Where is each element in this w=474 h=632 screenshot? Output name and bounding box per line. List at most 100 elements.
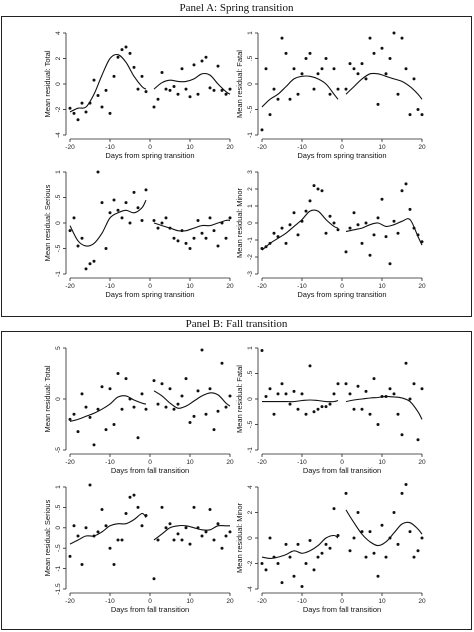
fit-line-before: [261, 399, 339, 403]
data-point: [76, 534, 80, 538]
data-point: [324, 231, 328, 235]
data-point: [352, 536, 356, 540]
data-point: [196, 218, 200, 222]
data-point: [396, 542, 400, 546]
data-point: [280, 581, 284, 585]
data-point: [188, 420, 192, 424]
data-point: [336, 87, 340, 91]
data-point: [96, 530, 100, 534]
data-point: [412, 77, 416, 81]
y-tick-label: 1: [55, 485, 62, 489]
y-tick-label: -3: [247, 271, 254, 277]
data-point: [284, 542, 288, 546]
data-point: [156, 97, 160, 101]
chart-3: -20 -10 0 10 20 -1 -.5 0 .5 1 Days from spring tra…: [43, 170, 234, 299]
data-point: [228, 87, 232, 91]
data-point: [268, 113, 272, 117]
data-point: [224, 405, 228, 409]
y-axis-title: Mean residual: Serious: [43, 499, 52, 576]
data-point: [324, 405, 328, 409]
data-point: [348, 226, 352, 230]
data-point: [92, 443, 96, 447]
data-point: [408, 113, 412, 117]
y-tick-label: -2: [247, 254, 254, 260]
data-point: [292, 67, 296, 71]
x-axis-title: Days from spring transition: [105, 290, 194, 299]
data-point: [76, 244, 80, 248]
x-tick-label: 0: [340, 459, 344, 466]
y-tick-label: 5: [55, 346, 62, 350]
x-tick-label: -20: [257, 459, 267, 466]
data-point: [296, 233, 300, 237]
data-point: [112, 74, 116, 78]
data-point: [368, 530, 372, 534]
x-tick-label: 10: [378, 144, 386, 151]
data-point: [132, 65, 136, 69]
data-point: [344, 87, 348, 91]
data-point: [128, 495, 132, 499]
chart-2: -20 -10 0 10 20 -1 -.5 0 .5 1 Days from spring tra…: [235, 31, 426, 160]
data-point: [264, 568, 268, 572]
data-point: [108, 211, 112, 215]
data-point: [376, 423, 380, 426]
data-point: [228, 216, 232, 220]
data-point: [328, 402, 332, 406]
x-axis-title: Days from fall transition: [111, 605, 189, 614]
data-point: [420, 536, 424, 540]
data-point: [388, 262, 392, 266]
data-point: [344, 491, 348, 495]
data-point: [320, 551, 324, 555]
data-point: [204, 530, 208, 534]
data-point: [332, 67, 336, 71]
data-point: [140, 524, 144, 528]
y-tick-label: -.5: [55, 544, 62, 552]
fit-line-after: [345, 218, 423, 246]
data-point: [160, 221, 164, 225]
data-point: [144, 188, 148, 192]
y-tick-label: 1: [55, 170, 62, 174]
x-axis-title: Days from spring transition: [297, 290, 386, 299]
data-point: [400, 491, 404, 495]
x-tick-label: 10: [186, 144, 194, 151]
data-point: [192, 505, 196, 509]
y-tick-label: .5: [55, 504, 62, 510]
data-point: [388, 57, 392, 60]
x-tick-label: 20: [226, 598, 234, 605]
data-point: [292, 211, 296, 215]
data-point: [132, 493, 136, 497]
data-point: [120, 538, 124, 542]
data-point: [332, 507, 336, 511]
data-point: [196, 389, 200, 393]
data-point: [288, 555, 292, 559]
y-tick-label: -.5: [247, 420, 254, 428]
y-tick-label: -1.5: [55, 583, 62, 595]
data-point: [260, 128, 264, 132]
data-point: [284, 51, 288, 55]
data-point: [228, 394, 232, 398]
data-point: [316, 555, 320, 559]
data-point: [336, 533, 340, 537]
data-point: [320, 67, 324, 71]
data-point: [72, 216, 76, 220]
x-tick-label: -10: [297, 598, 307, 605]
data-point: [304, 562, 308, 565]
x-tick-label: -20: [65, 459, 75, 466]
data-point: [348, 549, 352, 553]
data-point: [316, 407, 320, 411]
data-point: [344, 250, 348, 254]
data-point: [384, 555, 388, 559]
data-point: [212, 229, 216, 233]
data-point: [380, 197, 384, 201]
y-tick-label: -.5: [55, 244, 62, 252]
data-point: [296, 92, 300, 96]
y-tick-label: 0: [247, 536, 254, 540]
y-tick-label: 1: [247, 31, 254, 35]
data-point: [76, 430, 80, 434]
data-point: [304, 209, 308, 213]
fit-line-before: [261, 75, 339, 108]
data-point: [104, 88, 108, 92]
data-point: [276, 392, 280, 396]
data-point: [384, 72, 388, 76]
